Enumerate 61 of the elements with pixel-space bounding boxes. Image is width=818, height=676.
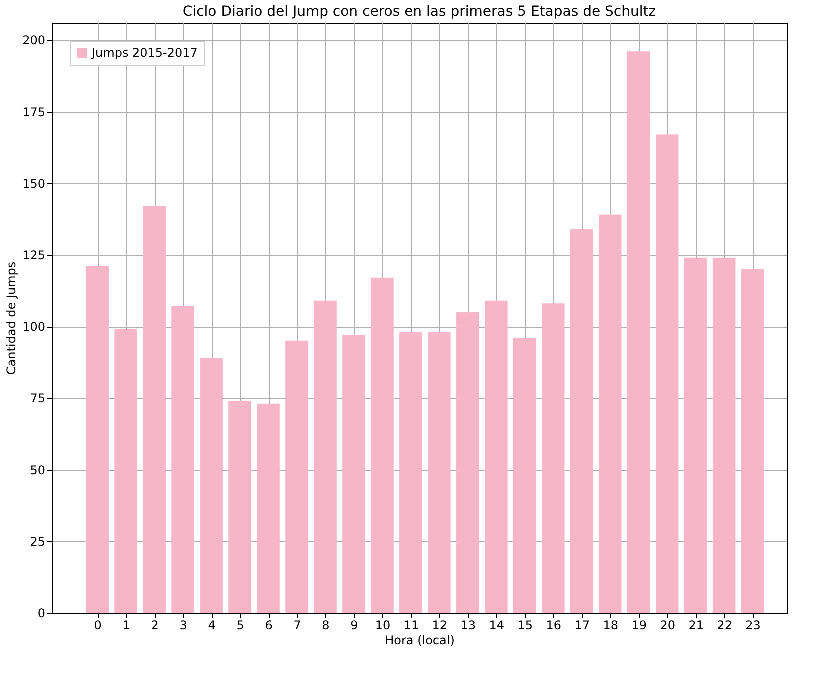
bar bbox=[741, 269, 764, 613]
bar bbox=[656, 134, 679, 613]
x-tick-label: 8 bbox=[322, 618, 330, 632]
chart-title: Ciclo Diario del Jump con ceros en las primeras 5 Etapas de Schultz bbox=[182, 4, 656, 20]
bar bbox=[371, 278, 394, 613]
legend-label: Jumps 2015-2017 bbox=[91, 46, 198, 60]
x-tick-label: 7 bbox=[294, 618, 302, 632]
y-axis-title: Cantidad de Jumps bbox=[4, 262, 19, 376]
x-tick-label: 10 bbox=[375, 618, 391, 632]
bar bbox=[200, 358, 223, 613]
x-tick-label: 0 bbox=[94, 618, 102, 632]
bar bbox=[143, 206, 166, 613]
bar bbox=[627, 52, 650, 613]
bar bbox=[428, 332, 451, 613]
x-tick-label: 13 bbox=[460, 618, 476, 632]
x-tick-label: 3 bbox=[180, 618, 188, 632]
bar bbox=[514, 338, 536, 613]
bar bbox=[286, 340, 308, 613]
x-tick-label: 18 bbox=[603, 618, 619, 632]
x-tick-label: 17 bbox=[574, 618, 590, 632]
y-tick-label: 175 bbox=[22, 105, 46, 120]
x-tick-label: 9 bbox=[350, 618, 358, 632]
x-tick-label: 4 bbox=[208, 618, 216, 632]
y-tick-label: 75 bbox=[30, 392, 46, 406]
y-tick-label: 100 bbox=[22, 320, 46, 334]
y-tick-label: 25 bbox=[30, 534, 46, 549]
y-tick-label: 50 bbox=[30, 463, 46, 478]
y-tick-label: 150 bbox=[22, 176, 46, 191]
bar bbox=[684, 258, 708, 613]
x-tick-label: 6 bbox=[265, 618, 273, 632]
x-tick-label: 14 bbox=[489, 618, 505, 632]
bar bbox=[314, 300, 337, 613]
bar bbox=[485, 300, 508, 613]
x-axis-title: Hora (local) bbox=[385, 634, 455, 648]
x-tick-label: 12 bbox=[432, 618, 448, 632]
bar bbox=[598, 214, 622, 613]
bar bbox=[342, 335, 366, 613]
y-tick-label: 0 bbox=[38, 606, 46, 620]
bar bbox=[114, 329, 138, 613]
x-tick-label: 15 bbox=[518, 618, 534, 632]
x-tick-label: 1 bbox=[122, 618, 130, 632]
x-tick-label: 11 bbox=[404, 618, 420, 632]
x-tick-label: 19 bbox=[632, 618, 647, 632]
bar bbox=[712, 258, 736, 613]
bar bbox=[542, 304, 565, 613]
y-tick-label: 200 bbox=[22, 34, 46, 48]
bar bbox=[228, 401, 252, 613]
y-tick-label: 125 bbox=[22, 248, 46, 262]
x-tick-label: 23 bbox=[746, 618, 761, 632]
x-tick-label: 5 bbox=[236, 618, 244, 632]
x-tick-label: 16 bbox=[546, 618, 562, 632]
bar bbox=[172, 306, 194, 613]
bar bbox=[86, 266, 109, 613]
x-tick-label: 22 bbox=[717, 618, 732, 632]
x-tick-label: 2 bbox=[151, 618, 159, 632]
bar bbox=[400, 332, 422, 613]
x-tick-label: 21 bbox=[688, 618, 704, 632]
bar bbox=[456, 312, 480, 613]
bar bbox=[570, 229, 594, 613]
bar bbox=[257, 404, 280, 613]
x-tick-label: 20 bbox=[660, 618, 676, 632]
